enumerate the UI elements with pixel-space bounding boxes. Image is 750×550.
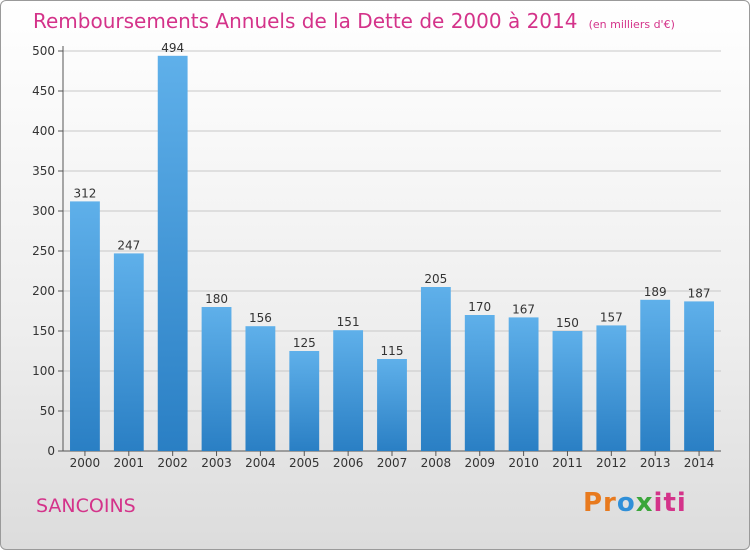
chart-frame: Remboursements Annuels de la Dette de 20… xyxy=(0,0,750,550)
y-tick-label: 100 xyxy=(32,364,55,378)
x-tick-label: 2012 xyxy=(596,456,627,470)
bar-2009 xyxy=(465,315,495,451)
bar-2002 xyxy=(158,56,188,451)
y-tick-label: 350 xyxy=(32,164,55,178)
data-label-2006: 151 xyxy=(337,315,360,329)
data-label-2012: 157 xyxy=(600,310,623,324)
brand-logo: Proxiti xyxy=(583,488,687,518)
bars xyxy=(70,56,714,451)
y-tick-label: 400 xyxy=(32,124,55,138)
x-tick-label: 2000 xyxy=(70,456,101,470)
data-label-2010: 167 xyxy=(512,302,535,316)
y-tick-label: 0 xyxy=(47,444,55,458)
bar-2006 xyxy=(333,330,363,451)
bar-2001 xyxy=(114,253,144,451)
y-tick-label: 300 xyxy=(32,204,55,218)
x-tick-label: 2006 xyxy=(333,456,364,470)
data-label-2003: 180 xyxy=(205,292,228,306)
bar-chart: 312 247 494 180 156 125 151 115 205 170 167 150 157 1… xyxy=(1,1,749,549)
bar-2005 xyxy=(289,351,319,451)
x-tick-label: 2014 xyxy=(684,456,715,470)
data-label-2004: 156 xyxy=(249,311,272,325)
commune-name: SANCOINS xyxy=(36,495,136,517)
data-label-2002: 494 xyxy=(161,41,184,55)
data-label-2001: 247 xyxy=(117,238,140,252)
bar-2004 xyxy=(245,326,275,451)
x-tick-label: 2007 xyxy=(377,456,408,470)
x-tick-label: 2008 xyxy=(421,456,452,470)
x-tick-label: 2002 xyxy=(157,456,188,470)
y-tick-label: 500 xyxy=(32,44,55,58)
bar-2003 xyxy=(202,307,232,451)
y-tick-label: 450 xyxy=(32,84,55,98)
bar-2014 xyxy=(684,301,714,451)
data-label-2007: 115 xyxy=(381,344,404,358)
y-tick-label: 200 xyxy=(32,284,55,298)
bar-2013 xyxy=(640,300,670,451)
bar-2011 xyxy=(553,331,583,451)
bar-2010 xyxy=(509,317,539,451)
x-tick-label: 2003 xyxy=(201,456,232,470)
x-tick-label: 2005 xyxy=(289,456,320,470)
x-tick-label: 2011 xyxy=(552,456,583,470)
bar-2007 xyxy=(377,359,407,451)
bar-2000 xyxy=(70,201,100,451)
y-tick-label: 50 xyxy=(40,404,55,418)
x-tick-label: 2004 xyxy=(245,456,276,470)
data-label-2014: 187 xyxy=(688,286,711,300)
data-label-2005: 125 xyxy=(293,336,316,350)
data-label-2000: 312 xyxy=(73,186,96,200)
bar-2012 xyxy=(596,325,626,451)
data-label-2009: 170 xyxy=(468,300,491,314)
x-tick-label: 2009 xyxy=(464,456,495,470)
x-tick-label: 2010 xyxy=(508,456,539,470)
data-label-2011: 150 xyxy=(556,316,579,330)
data-label-2013: 189 xyxy=(644,285,667,299)
x-tick-label: 2001 xyxy=(114,456,145,470)
data-label-2008: 205 xyxy=(424,272,447,286)
x-tick-label: 2013 xyxy=(640,456,671,470)
y-tick-label: 150 xyxy=(32,324,55,338)
bar-2008 xyxy=(421,287,451,451)
y-tick-label: 250 xyxy=(32,244,55,258)
